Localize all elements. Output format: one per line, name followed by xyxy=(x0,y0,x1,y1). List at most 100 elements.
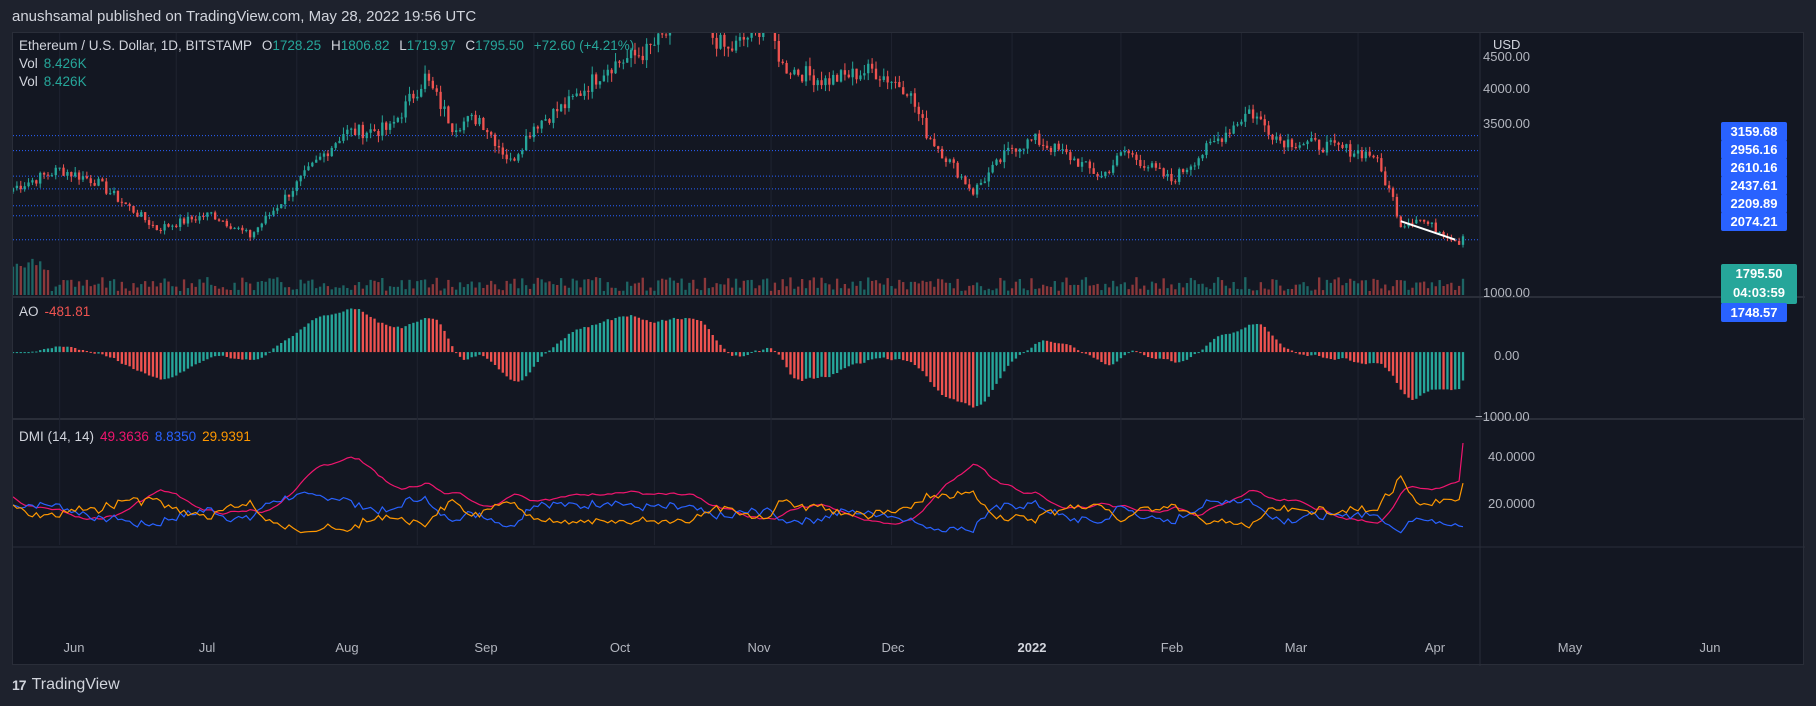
volume-bar xyxy=(342,285,345,295)
ao-bar xyxy=(89,351,92,353)
volume-bar xyxy=(552,284,555,295)
ao-bar xyxy=(373,318,376,353)
volume-bar xyxy=(699,290,703,295)
ao-bar xyxy=(1185,352,1189,360)
volume-bar xyxy=(1108,287,1111,295)
volume-bar xyxy=(532,283,536,295)
candle-body xyxy=(579,93,582,96)
volume-bar xyxy=(1053,281,1056,295)
volume-bar xyxy=(1100,290,1103,295)
volume-bar xyxy=(804,288,808,295)
volume-bar xyxy=(1267,289,1270,295)
volume-bar xyxy=(1244,277,1247,295)
symbol-legend[interactable]: Ethereum / U.S. Dollar, 1D, BITSTAMP O17… xyxy=(19,38,640,53)
candle-body xyxy=(1143,166,1146,168)
tradingview-brand[interactable]: 17 TradingView xyxy=(12,676,120,694)
volume-bar xyxy=(1201,283,1204,295)
ao-bar xyxy=(765,347,769,353)
candle-body xyxy=(649,43,652,45)
currency-label[interactable]: USD xyxy=(1493,37,1521,52)
volume-bar xyxy=(132,283,135,295)
volume-bar xyxy=(692,279,695,295)
volume-bar xyxy=(385,290,388,295)
candle-body xyxy=(1154,163,1158,168)
dmi-legend[interactable]: DMI (14, 14) 49.3636 8.8350 29.9391 xyxy=(19,429,257,444)
symbol-title[interactable]: Ethereum / U.S. Dollar, 1D, BITSTAMP xyxy=(19,38,253,53)
candle-body xyxy=(793,69,796,75)
chart-svg[interactable] xyxy=(13,33,1805,666)
candle-body xyxy=(431,80,435,89)
candle-body xyxy=(948,159,952,162)
ao-bar xyxy=(703,324,707,353)
candle-body xyxy=(120,201,124,203)
ao-bar xyxy=(1131,350,1134,353)
volume-bar xyxy=(847,288,850,295)
ao-bar xyxy=(1228,333,1231,353)
ao-bar xyxy=(462,352,466,360)
volume-bar xyxy=(202,282,205,295)
ao-bar xyxy=(843,352,847,369)
volume-bar xyxy=(773,282,777,295)
ao-bar xyxy=(835,352,839,373)
ao-bar xyxy=(645,320,648,353)
candle-body xyxy=(1395,196,1399,217)
volume-bar xyxy=(256,281,260,295)
candle-body xyxy=(210,212,213,214)
volume-bar xyxy=(1170,284,1173,295)
candle-body xyxy=(1422,219,1426,222)
candle-body xyxy=(1376,157,1379,159)
volume-bar xyxy=(458,282,462,295)
volume-bar xyxy=(1345,282,1348,295)
vol-value: 8.426K xyxy=(43,56,87,71)
volume-bar xyxy=(373,280,376,295)
candle-body xyxy=(614,61,617,74)
vol-legend-1[interactable]: Vol 8.426K xyxy=(19,56,93,71)
candle-body xyxy=(1411,222,1414,224)
candle-body xyxy=(1337,142,1340,145)
volume-bar xyxy=(1158,288,1161,295)
candle-body xyxy=(1454,240,1457,242)
ao-bar xyxy=(847,352,850,367)
ao-bar xyxy=(1395,352,1399,383)
ao-bar xyxy=(451,346,454,353)
low-label: L xyxy=(399,38,407,53)
candle-body xyxy=(1267,125,1270,135)
candle-body xyxy=(882,76,885,80)
ao-bar xyxy=(1356,352,1360,363)
candle-body xyxy=(933,138,936,147)
candle-body xyxy=(657,33,660,45)
time-axis-label: May xyxy=(1557,640,1583,655)
ao-bar xyxy=(31,351,34,353)
ao-bar xyxy=(252,352,256,360)
ao-bar xyxy=(513,352,516,382)
candle-body xyxy=(1298,145,1301,148)
candle-body xyxy=(252,232,256,238)
ao-legend[interactable]: AO -481.81 xyxy=(19,304,96,319)
candle-body xyxy=(198,216,201,221)
candle-body xyxy=(260,223,263,228)
volume-bar xyxy=(839,288,843,295)
high-label: H xyxy=(330,38,341,53)
time-axis-label: Dec xyxy=(881,640,905,655)
candle-body xyxy=(489,132,493,135)
candle-body xyxy=(283,194,287,205)
vol-legend-2[interactable]: Vol 8.426K xyxy=(19,74,93,89)
candle-body xyxy=(280,204,283,209)
ao-bar xyxy=(330,314,333,353)
ao-bar xyxy=(1041,340,1045,353)
candle-body xyxy=(1387,185,1391,189)
candle-body xyxy=(1069,152,1072,161)
volume-bar xyxy=(1399,280,1402,295)
ao-bar xyxy=(668,319,672,353)
candle-body xyxy=(412,93,415,99)
volume-bar xyxy=(237,289,240,295)
ao-bar xyxy=(1213,338,1216,353)
candle-body xyxy=(1053,143,1056,152)
chart-frame[interactable]: Ethereum / U.S. Dollar, 1D, BITSTAMP O17… xyxy=(12,32,1805,666)
ao-bar xyxy=(268,351,271,353)
volume-bar xyxy=(956,278,959,295)
ao-bar xyxy=(447,338,450,353)
candle-body xyxy=(1403,226,1406,228)
ao-bar xyxy=(412,322,415,353)
volume-bar xyxy=(960,290,963,295)
